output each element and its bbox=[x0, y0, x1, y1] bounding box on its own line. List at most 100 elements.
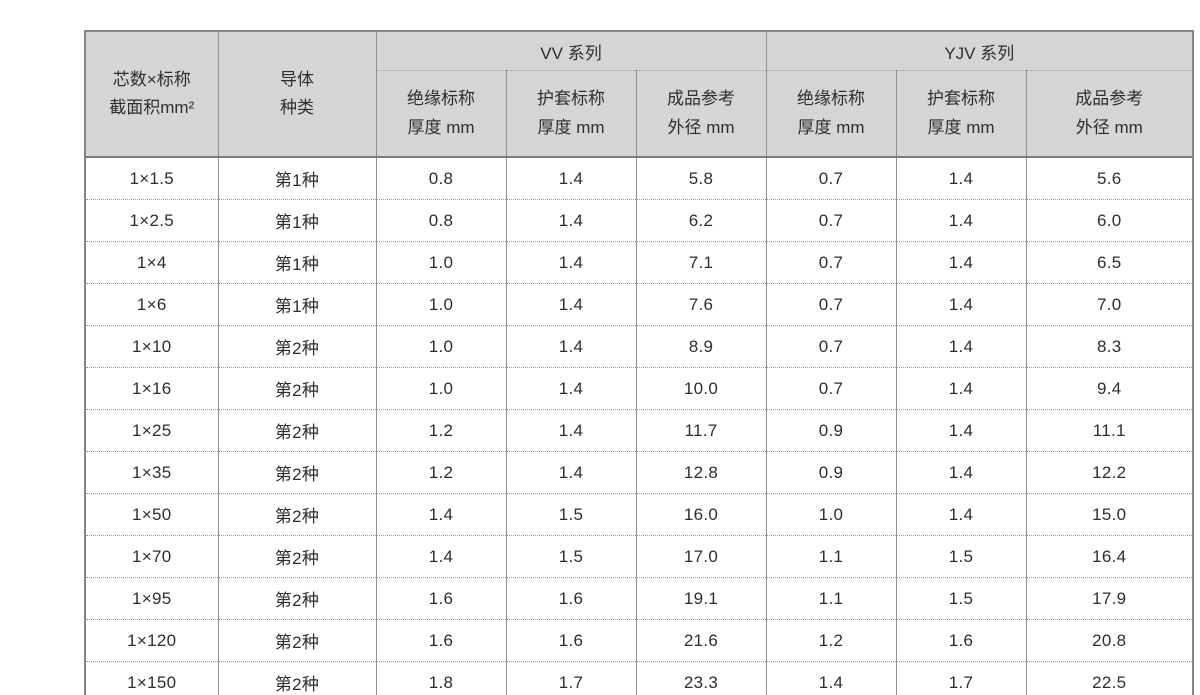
cell-vv-sheath-thickness: 1.4 bbox=[505, 325, 637, 368]
cell-vv-insulation-thickness: 1.0 bbox=[375, 283, 507, 326]
header-vv-sheath: 护套标称 厚度 mm bbox=[505, 70, 637, 158]
cell-vv-sheath-thickness: 1.4 bbox=[505, 367, 637, 410]
cell-vv-outer-diameter: 5.8 bbox=[635, 156, 767, 200]
table-body: 1×1.5 第1种 0.8 1.4 5.8 0.7 1.4 5.6 1×2.5 第1种 0.8 1.4… bbox=[84, 156, 1194, 695]
header-vv-diameter: 成品参考 外径 mm bbox=[635, 70, 767, 158]
cell-vv-outer-diameter: 10.0 bbox=[635, 367, 767, 410]
cell-yjv-sheath-thickness: 1.6 bbox=[895, 619, 1027, 662]
cell-yjv-outer-diameter: 6.0 bbox=[1025, 199, 1194, 242]
cell-conductor-type: 第2种 bbox=[217, 451, 377, 494]
cell-yjv-sheath-thickness: 1.4 bbox=[895, 493, 1027, 536]
cell-vv-sheath-thickness: 1.5 bbox=[505, 535, 637, 578]
cell-yjv-outer-diameter: 6.5 bbox=[1025, 241, 1194, 284]
cell-yjv-outer-diameter: 7.0 bbox=[1025, 283, 1194, 326]
cell-yjv-sheath-thickness: 1.4 bbox=[895, 451, 1027, 494]
header-group-yjv: YJV 系列 bbox=[765, 30, 1194, 71]
header-yjv-sheath: 护套标称 厚度 mm bbox=[895, 70, 1027, 158]
table-row: 1×10 第2种 1.0 1.4 8.9 0.7 1.4 8.3 bbox=[84, 325, 1194, 368]
cell-vv-sheath-thickness: 1.4 bbox=[505, 409, 637, 452]
cell-yjv-sheath-thickness: 1.5 bbox=[895, 577, 1027, 620]
cell-vv-insulation-thickness: 0.8 bbox=[375, 199, 507, 242]
cell-spec: 1×120 bbox=[84, 619, 219, 662]
cell-yjv-sheath-thickness: 1.4 bbox=[895, 409, 1027, 452]
cell-yjv-insulation-thickness: 1.1 bbox=[765, 535, 897, 578]
table-row: 1×1.5 第1种 0.8 1.4 5.8 0.7 1.4 5.6 bbox=[84, 156, 1194, 200]
cell-yjv-insulation-thickness: 1.1 bbox=[765, 577, 897, 620]
header-yjv-diameter: 成品参考 外径 mm bbox=[1025, 70, 1194, 158]
cell-vv-sheath-thickness: 1.4 bbox=[505, 156, 637, 200]
cell-spec: 1×16 bbox=[84, 367, 219, 410]
cell-yjv-outer-diameter: 11.1 bbox=[1025, 409, 1194, 452]
cell-spec: 1×150 bbox=[84, 661, 219, 695]
cell-spec: 1×2.5 bbox=[84, 199, 219, 242]
cell-conductor-type: 第2种 bbox=[217, 661, 377, 695]
header-vv-insulation: 绝缘标称 厚度 mm bbox=[375, 70, 507, 158]
cell-vv-insulation-thickness: 1.2 bbox=[375, 451, 507, 494]
cell-yjv-outer-diameter: 9.4 bbox=[1025, 367, 1194, 410]
cell-yjv-insulation-thickness: 0.7 bbox=[765, 367, 897, 410]
cell-yjv-insulation-thickness: 0.7 bbox=[765, 241, 897, 284]
cell-spec: 1×25 bbox=[84, 409, 219, 452]
cell-yjv-outer-diameter: 17.9 bbox=[1025, 577, 1194, 620]
table-row: 1×6 第1种 1.0 1.4 7.6 0.7 1.4 7.0 bbox=[84, 283, 1194, 326]
cell-yjv-sheath-thickness: 1.4 bbox=[895, 156, 1027, 200]
cell-spec: 1×6 bbox=[84, 283, 219, 326]
cell-yjv-outer-diameter: 22.5 bbox=[1025, 661, 1194, 695]
table-row: 1×2.5 第1种 0.8 1.4 6.2 0.7 1.4 6.0 bbox=[84, 199, 1194, 242]
cell-vv-insulation-thickness: 1.0 bbox=[375, 325, 507, 368]
cell-yjv-sheath-thickness: 1.4 bbox=[895, 367, 1027, 410]
cell-yjv-insulation-thickness: 1.4 bbox=[765, 661, 897, 695]
header-yjv-insulation: 绝缘标称 厚度 mm bbox=[765, 70, 897, 158]
cell-vv-outer-diameter: 6.2 bbox=[635, 199, 767, 242]
cell-yjv-sheath-thickness: 1.4 bbox=[895, 325, 1027, 368]
cell-vv-insulation-thickness: 1.6 bbox=[375, 619, 507, 662]
cell-yjv-insulation-thickness: 0.9 bbox=[765, 409, 897, 452]
cell-yjv-insulation-thickness: 1.2 bbox=[765, 619, 897, 662]
cell-vv-outer-diameter: 23.3 bbox=[635, 661, 767, 695]
cell-spec: 1×10 bbox=[84, 325, 219, 368]
table-row: 1×70 第2种 1.4 1.5 17.0 1.1 1.5 16.4 bbox=[84, 535, 1194, 578]
table-row: 1×120 第2种 1.6 1.6 21.6 1.2 1.6 20.8 bbox=[84, 619, 1194, 662]
cell-conductor-type: 第2种 bbox=[217, 535, 377, 578]
cell-spec: 1×1.5 bbox=[84, 156, 219, 200]
cell-yjv-insulation-thickness: 1.0 bbox=[765, 493, 897, 536]
cell-conductor-type: 第1种 bbox=[217, 156, 377, 200]
header-conductor-line2: 种类 bbox=[280, 98, 314, 117]
cell-vv-sheath-thickness: 1.6 bbox=[505, 577, 637, 620]
cell-spec: 1×50 bbox=[84, 493, 219, 536]
cell-vv-outer-diameter: 19.1 bbox=[635, 577, 767, 620]
cell-vv-outer-diameter: 7.6 bbox=[635, 283, 767, 326]
header-spec-line2: 截面积mm² bbox=[109, 98, 195, 117]
cell-vv-insulation-thickness: 1.6 bbox=[375, 577, 507, 620]
cell-yjv-outer-diameter: 20.8 bbox=[1025, 619, 1194, 662]
cell-conductor-type: 第2种 bbox=[217, 619, 377, 662]
cell-vv-sheath-thickness: 1.5 bbox=[505, 493, 637, 536]
cell-spec: 1×70 bbox=[84, 535, 219, 578]
cell-yjv-sheath-thickness: 1.4 bbox=[895, 283, 1027, 326]
header-spec-line1: 芯数×标称 bbox=[112, 69, 191, 89]
cell-yjv-insulation-thickness: 0.7 bbox=[765, 283, 897, 326]
cell-yjv-outer-diameter: 12.2 bbox=[1025, 451, 1194, 494]
cell-vv-outer-diameter: 12.8 bbox=[635, 451, 767, 494]
cell-conductor-type: 第2种 bbox=[217, 367, 377, 410]
table-row: 1×25 第2种 1.2 1.4 11.7 0.9 1.4 11.1 bbox=[84, 409, 1194, 452]
table-row: 1×35 第2种 1.2 1.4 12.8 0.9 1.4 12.2 bbox=[84, 451, 1194, 494]
cell-vv-sheath-thickness: 1.6 bbox=[505, 619, 637, 662]
cell-yjv-outer-diameter: 8.3 bbox=[1025, 325, 1194, 368]
cell-conductor-type: 第1种 bbox=[217, 283, 377, 326]
cell-vv-insulation-thickness: 1.0 bbox=[375, 241, 507, 284]
cell-vv-insulation-thickness: 1.4 bbox=[375, 535, 507, 578]
cell-conductor-type: 第1种 bbox=[217, 199, 377, 242]
cell-conductor-type: 第2种 bbox=[217, 493, 377, 536]
cell-vv-insulation-thickness: 1.2 bbox=[375, 409, 507, 452]
cell-vv-insulation-thickness: 0.8 bbox=[375, 156, 507, 200]
cell-vv-outer-diameter: 11.7 bbox=[635, 409, 767, 452]
cell-vv-outer-diameter: 21.6 bbox=[635, 619, 767, 662]
cell-vv-sheath-thickness: 1.4 bbox=[505, 199, 637, 242]
header-spec-column: 芯数×标称 截面积mm² bbox=[84, 30, 219, 158]
header-group-vv: VV 系列 bbox=[375, 30, 767, 71]
table-row: 1×4 第1种 1.0 1.4 7.1 0.7 1.4 6.5 bbox=[84, 241, 1194, 284]
header-conductor-column: 导体 种类 bbox=[217, 30, 377, 158]
cell-vv-sheath-thickness: 1.4 bbox=[505, 451, 637, 494]
